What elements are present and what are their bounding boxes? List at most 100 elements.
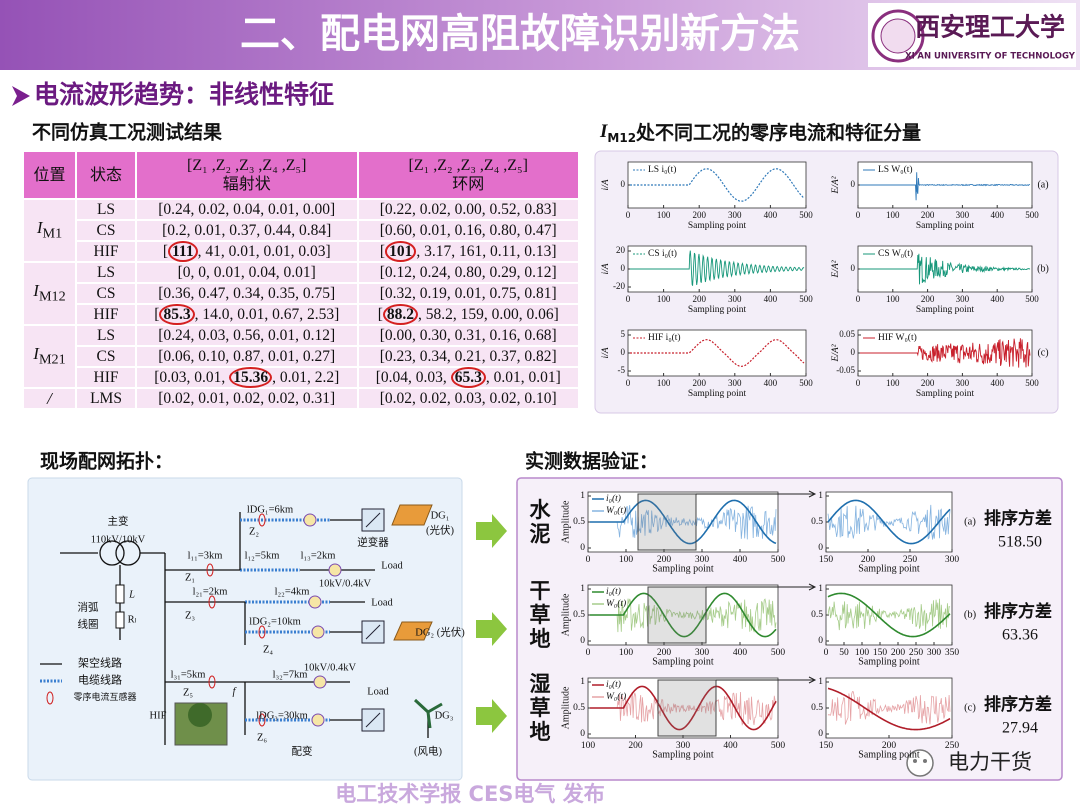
x-tick-label: 0	[586, 648, 591, 658]
topology-label: Rₗ	[128, 614, 137, 625]
topology-label: Z₃	[185, 610, 195, 621]
y-axis-label: E/A²	[831, 260, 841, 278]
topology-label: DG₃	[435, 710, 454, 721]
value-text: [0.24, 0.03, 0.56, 0.01, 0.12]	[158, 327, 336, 344]
metric-value: 63.36	[1002, 627, 1038, 644]
y-tick-label: 0	[851, 263, 856, 273]
ct-symbol	[208, 675, 216, 689]
x-axis-label: Sampling point	[652, 656, 714, 667]
waveform	[630, 250, 805, 286]
resistor	[115, 611, 125, 629]
x-tick-label: 250	[903, 555, 918, 565]
value-text: , 41, 0.01, 0.01, 0.03]	[197, 243, 331, 260]
panel-tag: (b)	[1037, 263, 1049, 274]
y-axis-label: Amplitude	[560, 500, 571, 543]
x-tick-label: 100	[657, 378, 671, 388]
y-tick-label: 0.5	[573, 517, 585, 527]
value-text: [0.02, 0.01, 0.02, 0.02, 0.31]	[158, 390, 336, 407]
position-cell: IM12	[22, 261, 77, 326]
value-cell: [0.03, 0.01, 15.36, 0.01, 2.2]	[135, 366, 359, 389]
plot-area	[627, 161, 807, 209]
arrows	[476, 514, 507, 733]
account-name: 电力干货	[948, 750, 1032, 774]
zoom-window	[647, 586, 707, 644]
wind-turbine	[413, 698, 443, 729]
figure-title: IM12处不同工况的零序电流和特征分量	[599, 121, 921, 145]
y-axis-label: E/A²	[831, 176, 841, 194]
topology-label: (光伏)	[426, 523, 454, 536]
transformer	[99, 540, 125, 566]
x-tick-label: 200	[861, 555, 876, 565]
x-tick-label: 500	[771, 555, 786, 565]
topology-label: Load	[367, 686, 389, 697]
value-text: , 0.01, 2.2]	[272, 369, 340, 386]
y-axis-label: Amplitude	[560, 593, 571, 636]
y-tick-label: 0	[818, 543, 823, 553]
value-cell: [0.36, 0.47, 0.34, 0.35, 0.75]	[135, 282, 359, 305]
transformer-symbol	[311, 713, 325, 727]
x-tick-label: 200	[657, 648, 672, 658]
header-cell: 状态	[75, 150, 137, 200]
state-cell: HIF	[75, 366, 137, 389]
x-tick-label: 0	[586, 555, 591, 565]
table-row: IM1 LS [0.24, 0.02, 0.04, 0.01, 0.00] [0.22…	[22, 198, 580, 263]
x-axis-label: Sampling point	[858, 656, 920, 667]
x-tick-label: 300	[956, 210, 970, 220]
topology-label: lDG₂=10km	[249, 616, 301, 627]
x-tick-label: 200	[628, 741, 643, 751]
table-row: IM21 LS [0.24, 0.03, 0.56, 0.01, 0.12] [0.0…	[22, 324, 580, 389]
table-title: 不同仿真工况测试结果	[32, 121, 222, 144]
topology-label: Z₂	[249, 526, 259, 537]
x-tick-label: 500	[1025, 378, 1039, 388]
header-name: 环网	[452, 176, 485, 193]
transformer-symbol	[308, 595, 322, 609]
topology-label: 10kV/0.4kV	[304, 662, 357, 673]
y-tick-label: 0.5	[811, 703, 823, 713]
panel-tag: (c)	[964, 702, 976, 713]
x-tick-label: 200	[692, 210, 706, 220]
transformer-symbol	[313, 675, 327, 689]
x-tick-label: 200	[921, 294, 935, 304]
topology-label: 主变	[108, 514, 129, 527]
header-cell: [Z₁ ,Z₂ ,Z₃ ,Z₄ ,Z₅] 辐射状	[135, 150, 359, 200]
x-tick-label: 0	[824, 648, 829, 658]
header-cell: 位置	[22, 150, 77, 200]
x-axis-label: Sampling point	[858, 563, 920, 574]
y-tick-label: 1	[818, 584, 823, 594]
x-tick-label: 100	[619, 555, 634, 565]
legend-label: i₀(t)	[606, 586, 621, 597]
topology-label: l₁₃=2km	[301, 550, 336, 561]
x-tick-label: 200	[891, 648, 906, 658]
panel-tag: (a)	[1037, 179, 1048, 190]
position-main: I	[33, 280, 39, 300]
circled-value: 65.3	[450, 367, 486, 388]
y-tick-label: 0	[621, 347, 626, 357]
x-tick-label: 300	[695, 648, 710, 658]
inverter-symbol	[365, 624, 381, 640]
legend-label: LS i₀(t)	[648, 164, 676, 175]
topology-label: 逆变器	[357, 535, 389, 548]
zoom-arrow	[696, 490, 817, 498]
table-row: / LMS [0.02, 0.01, 0.02, 0.02, 0.31] [0.02,…	[22, 387, 580, 410]
logo-emblem-inner	[880, 18, 916, 54]
logo-name: 西安理工大学	[915, 13, 1065, 42]
feature-waveform	[590, 505, 777, 540]
zoom-window	[637, 493, 697, 551]
value-text: , 3.17, 161, 0.11, 0.13]	[416, 243, 557, 260]
x-tick-label: 250	[909, 648, 924, 658]
value-cell: [0.60, 0.01, 0.16, 0.80, 0.47]	[356, 219, 580, 242]
value-text: [0.04, 0.03,	[375, 369, 451, 386]
site-label: 干草地	[529, 579, 551, 651]
x-tick-label: 500	[799, 294, 813, 304]
table-row: HIF[85.3, 14.0, 0.01, 0.67, 2.53][88.2, …	[23, 303, 580, 326]
x-tick-label: 300	[676, 741, 691, 751]
value-text: [0.12, 0.24, 0.80, 0.29, 0.12]	[379, 264, 557, 281]
x-tick-label: 400	[764, 294, 778, 304]
value-cell: [0.06, 0.10, 0.87, 0.01, 0.27]	[135, 345, 359, 368]
ct-symbol	[206, 563, 214, 577]
legend-label: HIF W₀(t)	[878, 332, 917, 343]
panel-tag: (c)	[1037, 347, 1048, 358]
plot-area	[825, 491, 953, 553]
topology-label: 线圈	[78, 617, 99, 630]
value-text: [0.22, 0.02, 0.00, 0.52, 0.83]	[379, 201, 557, 218]
